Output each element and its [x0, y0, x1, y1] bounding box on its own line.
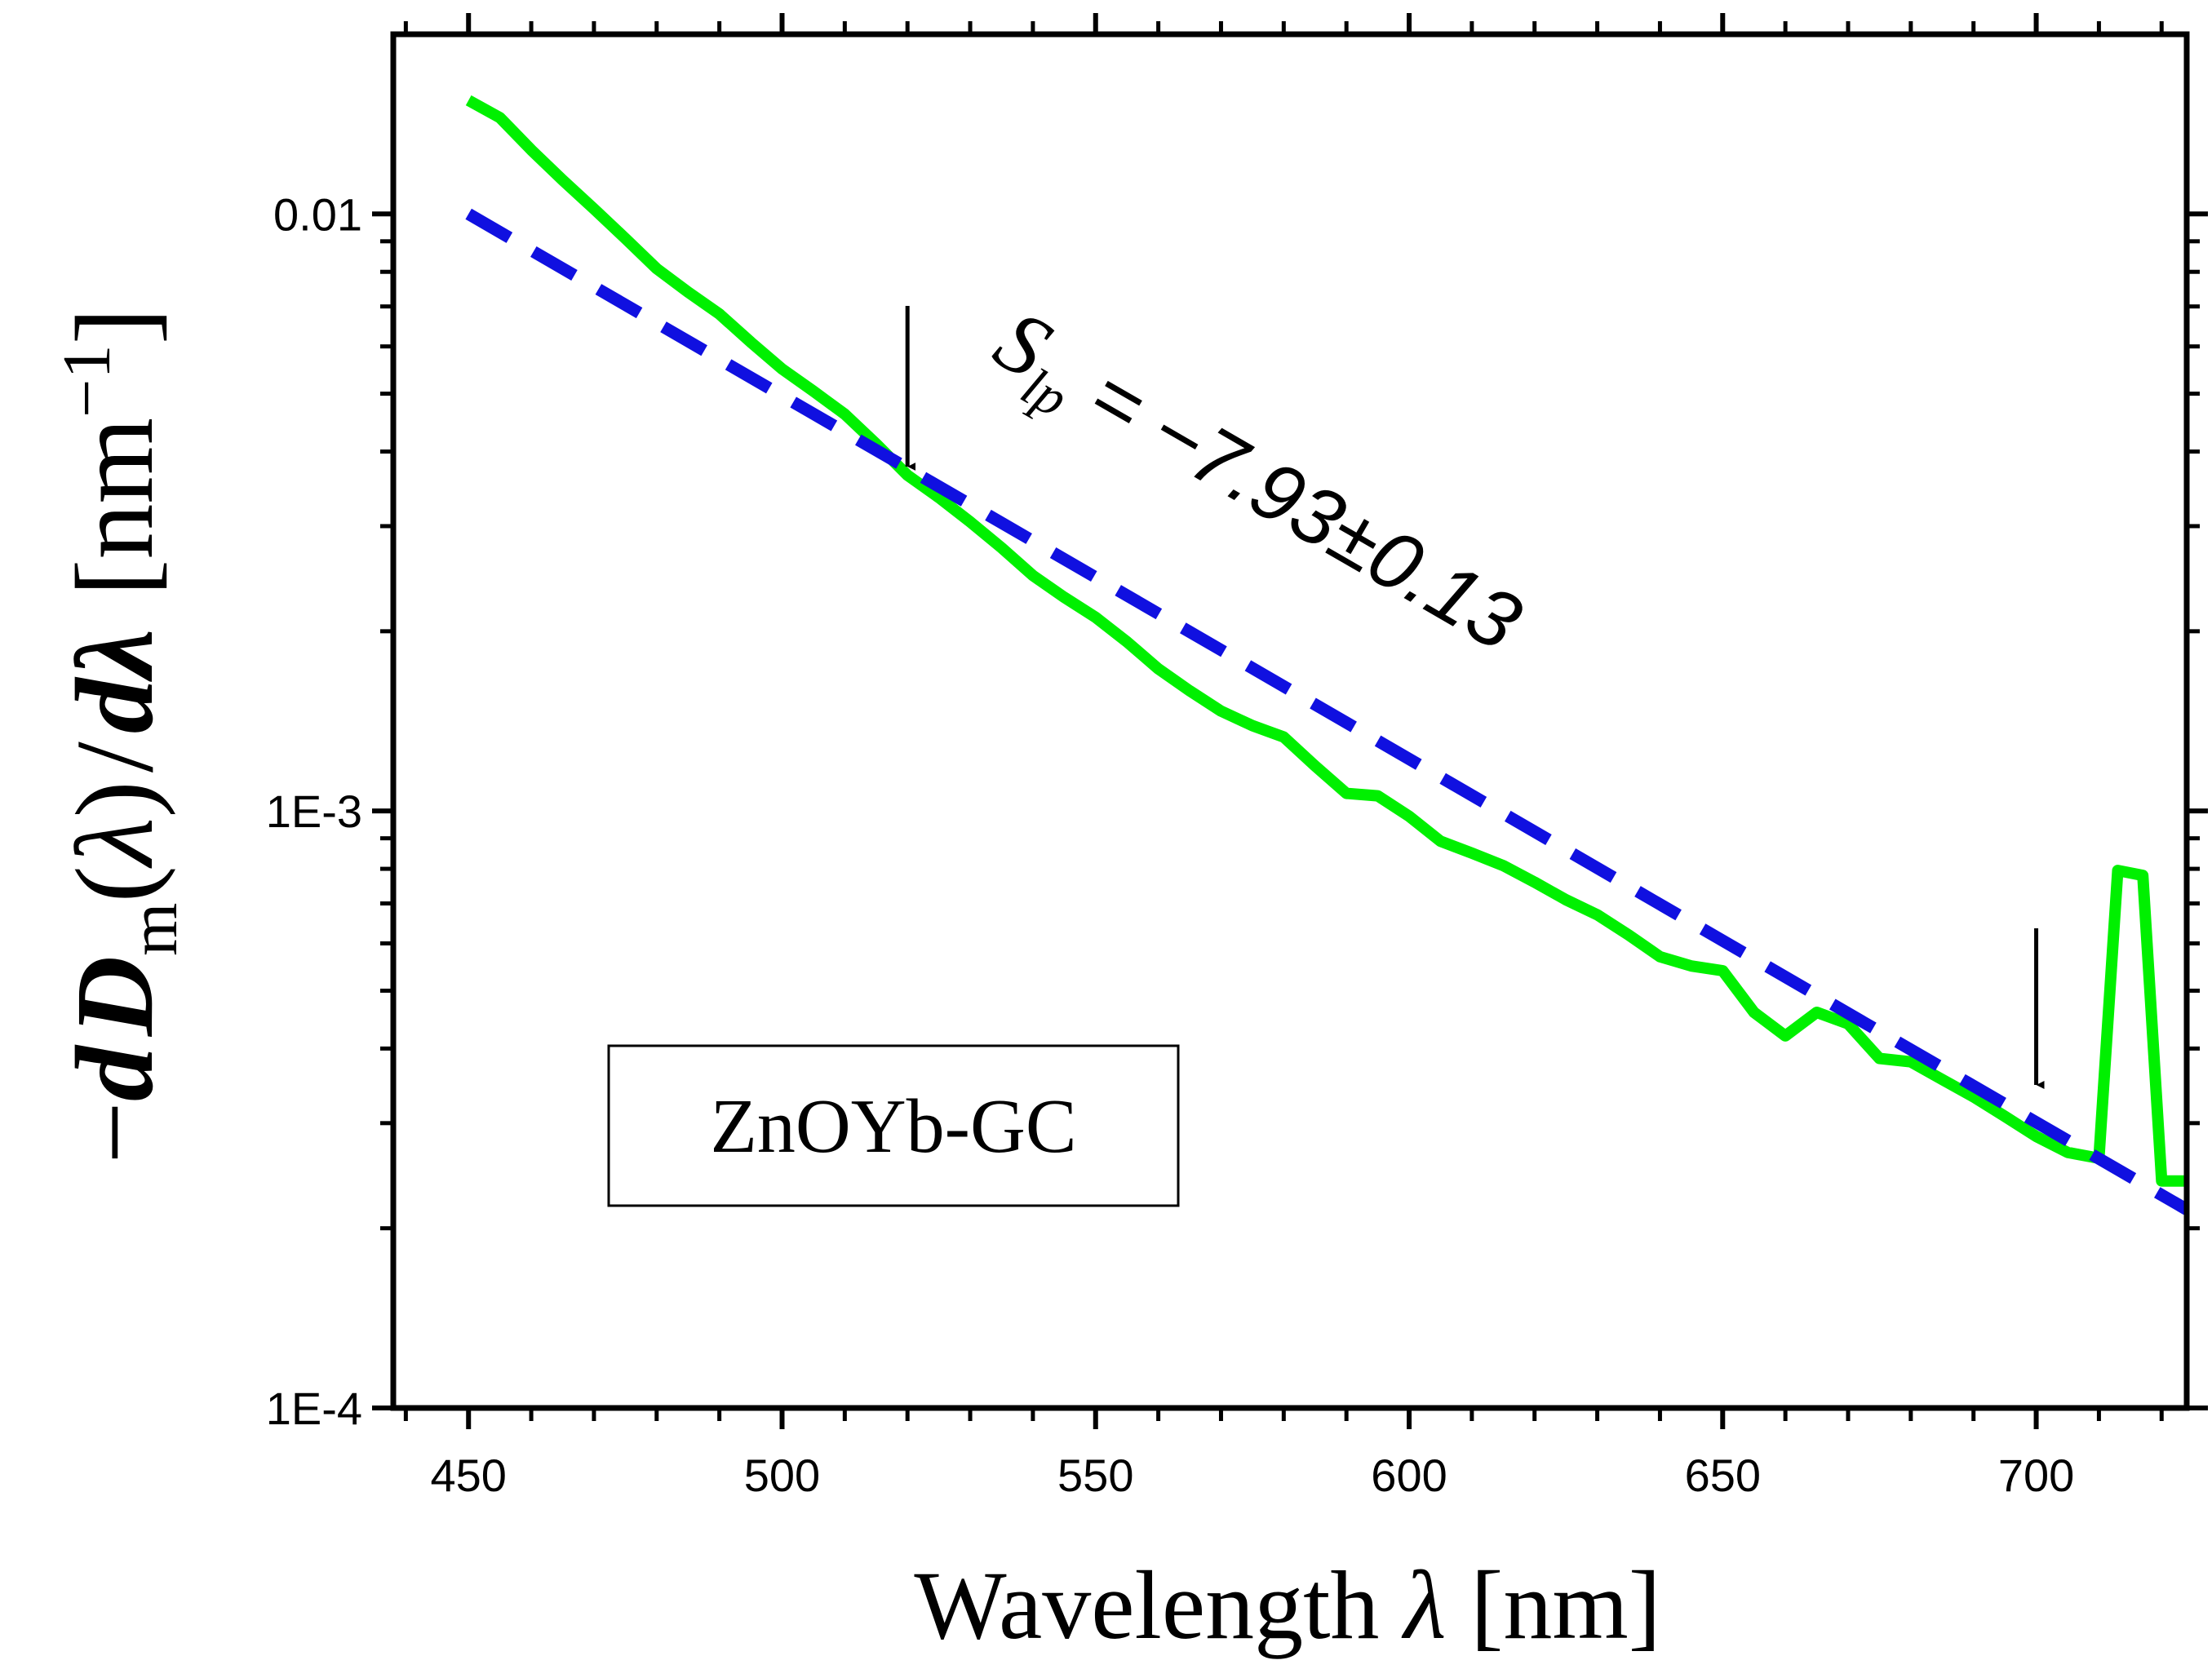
x-tick-label: 650: [1685, 1450, 1761, 1501]
y-title-unit-exp: −1: [49, 344, 125, 417]
series-fit: [465, 208, 2187, 1215]
x-tick-label: 500: [744, 1450, 820, 1501]
x-tick-label: 700: [1998, 1450, 2074, 1501]
y-title-d2: d: [54, 676, 176, 733]
tick-labels: 450 500 550 600 650 700 1E-4 1E-3 0.01: [266, 188, 2075, 1501]
ticks-layer: [372, 13, 2208, 1429]
legend-box: [607, 1044, 1180, 1207]
x-axis-title-text: Wavelength: [914, 1551, 1403, 1659]
y-title-d: d: [54, 1044, 176, 1101]
y-tick-label: 0.01: [273, 188, 362, 240]
legend-label: ZnOYb-GC: [710, 1084, 1076, 1169]
y-title-open: (: [54, 865, 176, 902]
y-title-slash: /: [54, 742, 176, 773]
y-title-lambda: λ: [54, 817, 176, 869]
x-tick-label: 600: [1371, 1450, 1447, 1501]
arrows-layer: [905, 306, 2045, 1089]
x-axis-title-unit: [nm]: [1446, 1551, 1660, 1659]
slope-value: = −7.93±0.13: [1055, 338, 1536, 668]
x-tick-label: 450: [431, 1450, 507, 1501]
x-axis-title: Wavelength λ [nm]: [914, 1551, 1660, 1659]
y-tick-label: 1E-4: [266, 1383, 362, 1434]
y-axis-title: −dDm(λ)/dλ[nm−1]: [49, 308, 192, 1164]
y-title-D: D: [54, 956, 176, 1037]
x-tick-label: 550: [1057, 1450, 1133, 1501]
y-title-minus: −: [54, 1101, 176, 1164]
y-tick-label: 1E-3: [266, 786, 362, 837]
series-measured: [465, 95, 2187, 1187]
series-layer: [465, 95, 2187, 1215]
legend: ZnOYb-GC: [607, 1044, 1180, 1207]
y-title-unit-close: ]: [54, 308, 176, 344]
y-title-unit-open: [nm: [54, 418, 176, 596]
y-title-sub: m: [116, 903, 192, 956]
plot-frame: [390, 31, 2190, 1411]
y-title-lambda2: λ: [54, 629, 176, 682]
x-axis-title-lambda: λ: [1401, 1551, 1446, 1659]
y-title-close: ): [54, 781, 176, 817]
slope-annotation: Slp = −7.93±0.13: [973, 291, 1538, 680]
